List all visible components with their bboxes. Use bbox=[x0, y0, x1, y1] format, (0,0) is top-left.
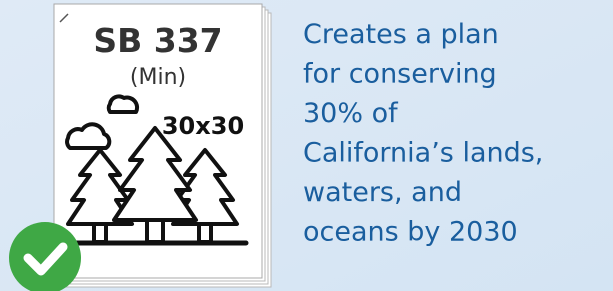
description-line: California’s lands, bbox=[303, 138, 543, 169]
check-icon bbox=[9, 222, 81, 291]
bill-number: SB 337 bbox=[93, 21, 222, 60]
description-line: oceans by 2030 bbox=[303, 217, 518, 248]
page: SB 337 (Min) 30x30 Creates a plan for con… bbox=[0, 0, 613, 291]
badge: 30x30 bbox=[162, 112, 244, 140]
bill-author: (Min) bbox=[130, 65, 186, 90]
description-line: Creates a plan bbox=[303, 19, 499, 50]
description-line: for conserving bbox=[303, 59, 497, 90]
description-line: 30% of bbox=[303, 98, 399, 129]
description-line: waters, and bbox=[303, 177, 462, 208]
infographic: SB 337 (Min) 30x30 Creates a plan for con… bbox=[0, 0, 613, 291]
